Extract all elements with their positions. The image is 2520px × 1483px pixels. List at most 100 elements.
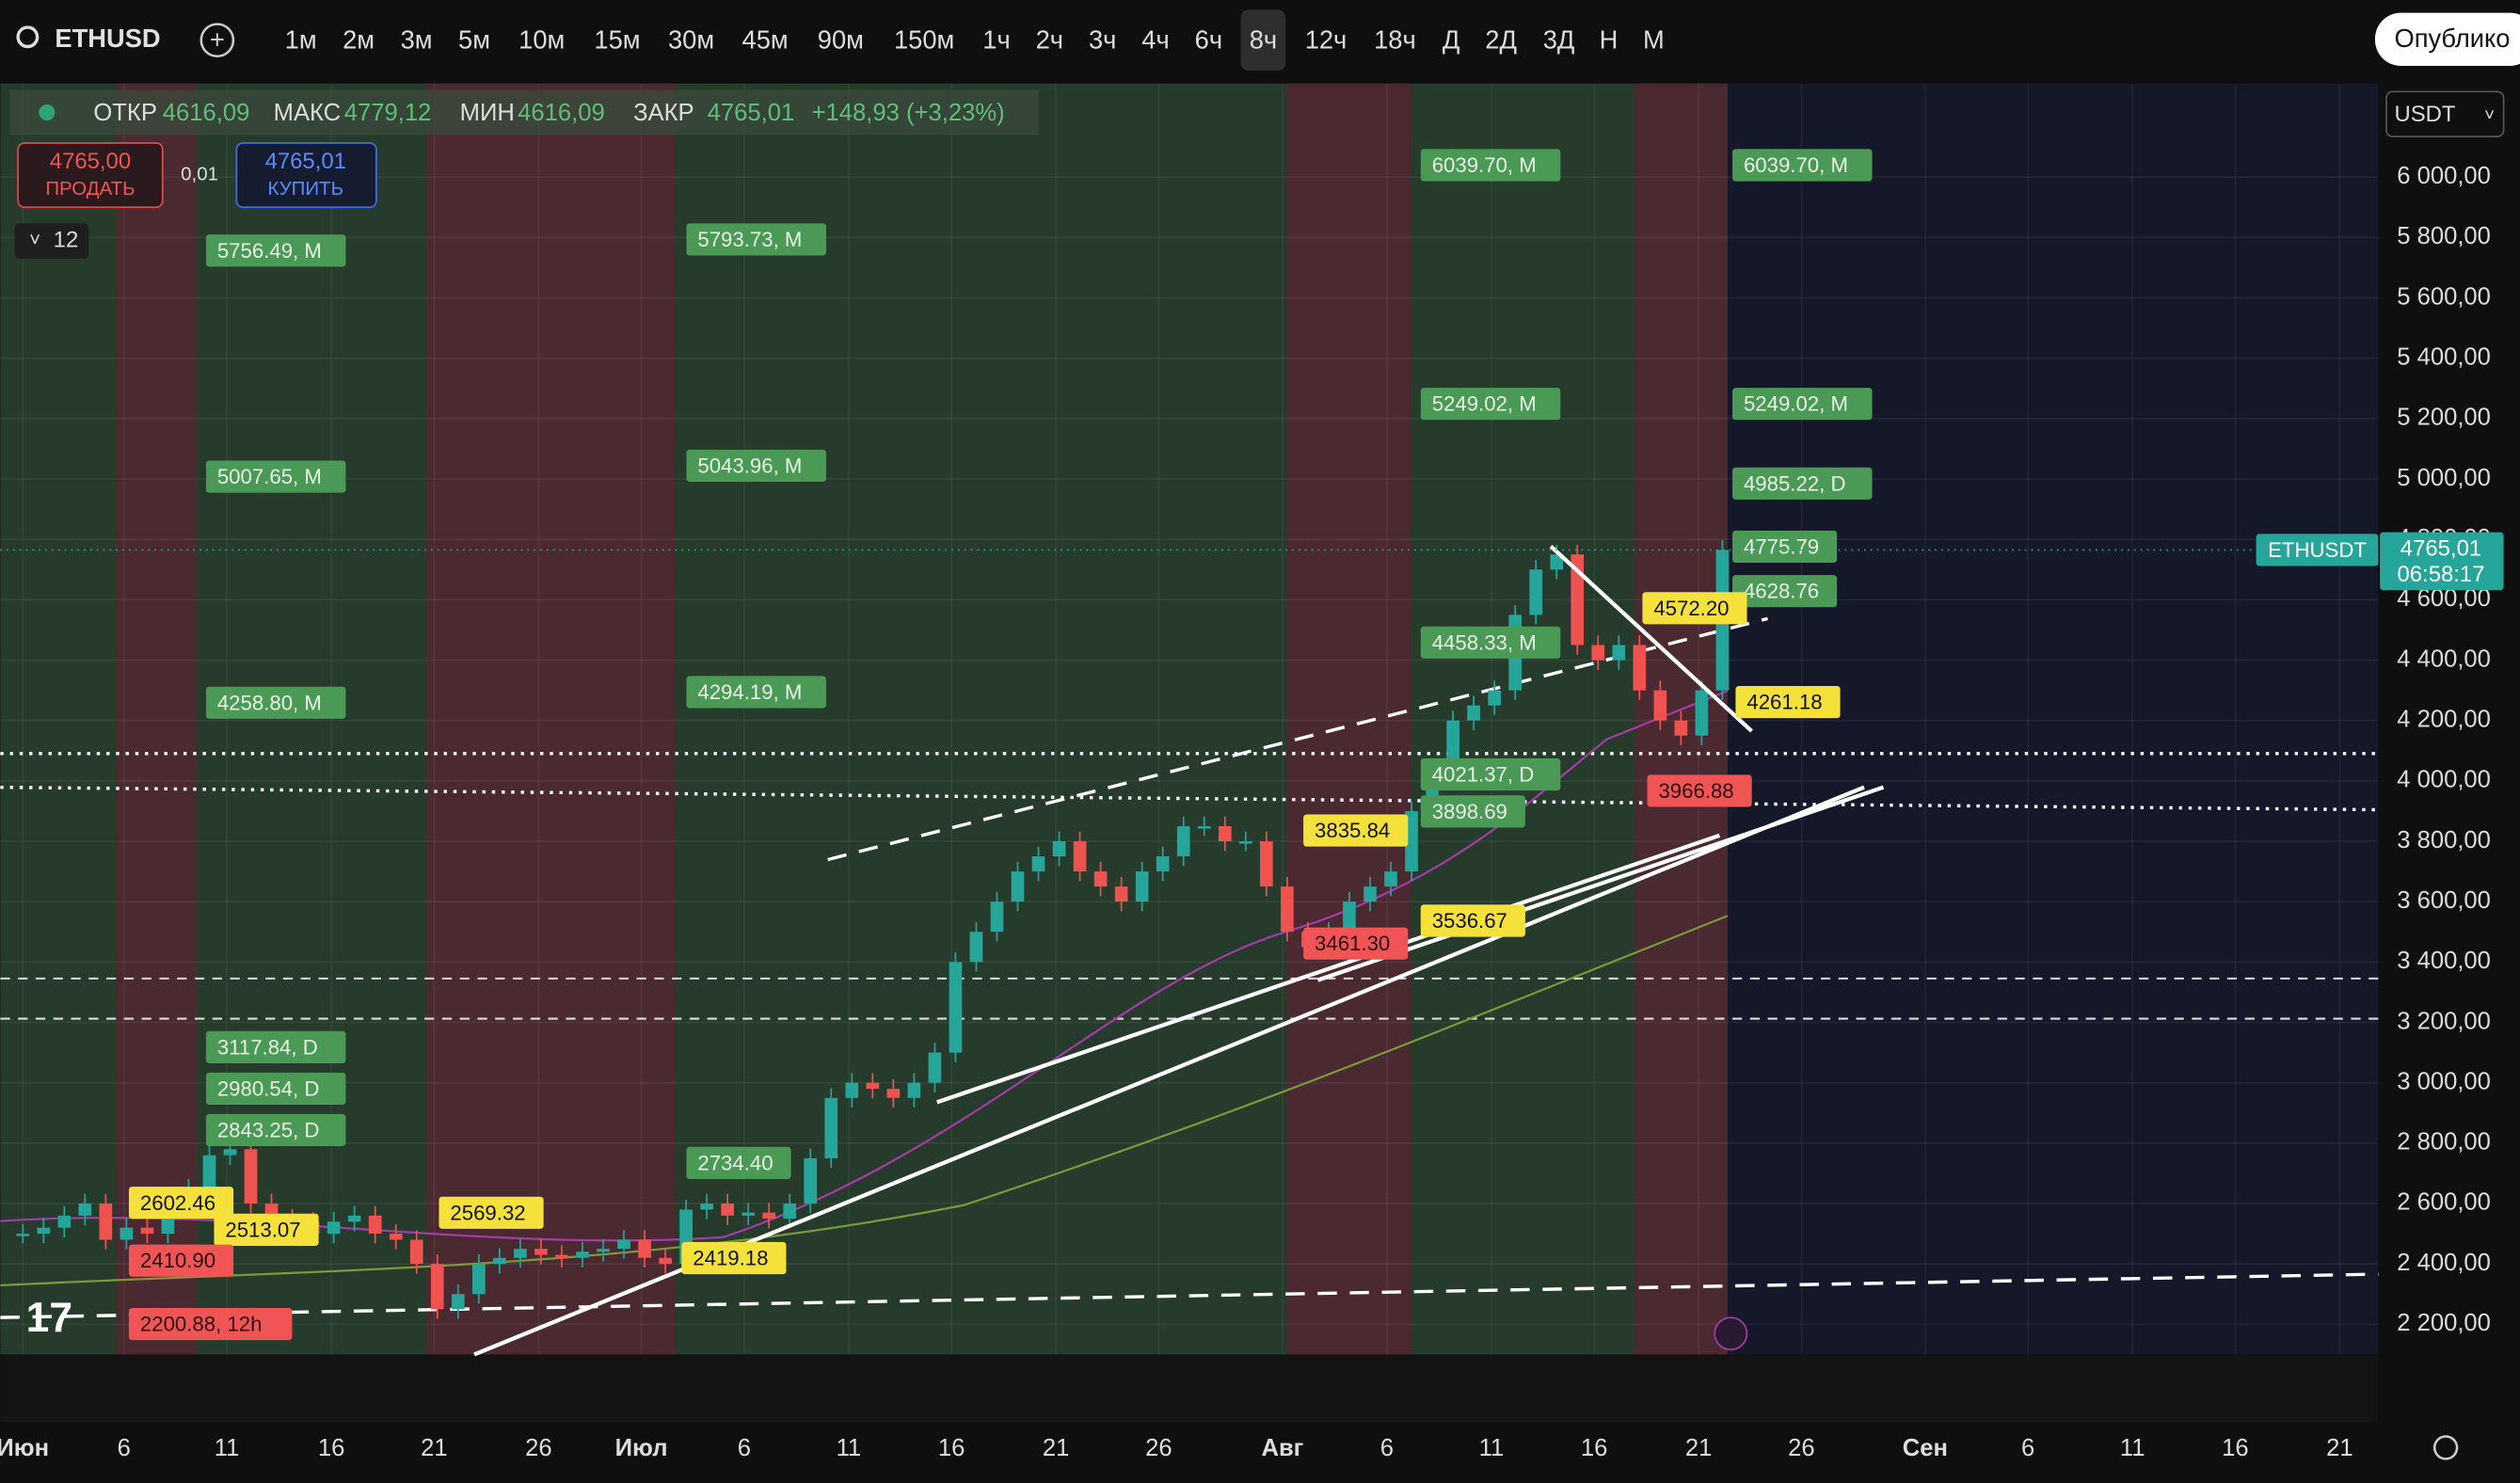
interval[interactable]: 1ч <box>982 25 1010 55</box>
candle <box>471 1264 486 1295</box>
search-icon[interactable] <box>16 25 40 49</box>
indicator-count[interactable]: 12 <box>54 227 79 252</box>
settings-icon[interactable] <box>2432 1435 2459 1460</box>
interval[interactable]: 3Д <box>1543 25 1575 55</box>
candle <box>1114 886 1128 902</box>
candle <box>57 1215 72 1228</box>
interval[interactable]: 18ч <box>1374 25 1416 55</box>
interval[interactable]: 8ч <box>1250 25 1277 55</box>
candle <box>783 1203 797 1220</box>
level-label: 4294.19, M <box>697 680 802 704</box>
currency[interactable]: USDT <box>2394 102 2455 127</box>
candle <box>327 1221 341 1235</box>
ohlc-bar <box>9 89 1039 136</box>
buy-label[interactable]: КУПИТЬ <box>267 178 343 199</box>
last-price-label: 4765,01 <box>2400 536 2481 562</box>
level-tag <box>1647 774 1752 807</box>
level-tag <box>1303 927 1409 960</box>
currency-select[interactable] <box>2385 90 2505 137</box>
buy-price[interactable]: 4765,01 <box>265 149 346 174</box>
candle <box>1176 825 1190 857</box>
interval[interactable]: 2ч <box>1036 25 1063 55</box>
candle <box>347 1215 361 1222</box>
publish-button[interactable] <box>2374 12 2520 66</box>
level-label: 3117.84, D <box>217 1035 318 1059</box>
sell-button[interactable] <box>17 142 164 209</box>
future-zone <box>1727 83 2379 1355</box>
candle <box>1260 841 1273 887</box>
interval[interactable]: 3ч <box>1089 25 1116 55</box>
interval[interactable]: 30м <box>668 25 714 55</box>
sell-label[interactable]: ПРОДАТЬ <box>45 178 135 199</box>
x-tick-label: 16 <box>938 1435 965 1461</box>
interval[interactable]: 4ч <box>1141 25 1169 55</box>
candle <box>576 1252 589 1258</box>
interval[interactable]: 3м <box>401 25 433 55</box>
candle <box>244 1149 258 1204</box>
interval[interactable]: 12ч <box>1305 25 1348 55</box>
symbol-badge-label: ETHUSDT <box>2268 538 2367 562</box>
y-tick-label: 2 200,00 <box>2397 1310 2491 1336</box>
interval[interactable]: 1м <box>285 25 317 55</box>
level-tag <box>439 1196 544 1229</box>
interval[interactable]: М <box>1643 25 1665 55</box>
interval[interactable]: Н <box>1600 25 1619 55</box>
candle <box>1488 690 1501 706</box>
interval[interactable]: 2м <box>343 25 375 55</box>
level-label: 2419.18 <box>693 1247 768 1270</box>
interval[interactable]: 90м <box>818 25 864 55</box>
level-label: 5249.02, M <box>1432 392 1537 416</box>
level-tag <box>1420 795 1525 828</box>
level-tag <box>1303 814 1409 847</box>
symbol-badge <box>2256 534 2379 566</box>
candle <box>1571 554 1585 646</box>
candle <box>1653 690 1667 721</box>
buy-button[interactable] <box>235 142 377 209</box>
y-tick-label: 2 600,00 <box>2397 1189 2491 1216</box>
interval[interactable]: 15м <box>594 25 640 55</box>
add-symbol[interactable] <box>199 23 235 58</box>
candle <box>1135 871 1149 902</box>
candle <box>700 1203 713 1210</box>
x-tick-label: 21 <box>1043 1435 1070 1461</box>
y-tick-label: 3 800,00 <box>2397 827 2491 853</box>
interval[interactable]: 2Д <box>1485 25 1517 55</box>
y-tick-label: 5 000,00 <box>2397 465 2491 491</box>
level-tag <box>214 1213 319 1246</box>
candle <box>1281 886 1294 933</box>
interval[interactable]: Д <box>1443 25 1460 55</box>
x-tick-label: 16 <box>2222 1435 2249 1461</box>
interval[interactable]: 150м <box>894 25 954 55</box>
candle <box>37 1227 51 1235</box>
y-tick-label: 2 800,00 <box>2397 1129 2491 1156</box>
level-label: 3898.69 <box>1432 800 1507 823</box>
y-tick-label: 2 400,00 <box>2397 1250 2491 1276</box>
level-label: 3536.67 <box>1432 909 1507 933</box>
sell-price[interactable]: 4765,00 <box>50 149 131 174</box>
alert-icon[interactable] <box>1714 1316 1748 1351</box>
candle <box>742 1212 755 1216</box>
candle <box>1633 645 1647 691</box>
candle <box>1011 871 1025 902</box>
interval[interactable]: 10м <box>518 25 565 55</box>
interval[interactable]: 6ч <box>1195 25 1222 55</box>
indicators-toggle[interactable] <box>14 223 89 259</box>
level-tag <box>1420 904 1525 937</box>
publish-label[interactable]: Опублико <box>2394 24 2510 53</box>
trend-line <box>1549 544 1753 733</box>
level-tag <box>681 1241 787 1275</box>
add-icon: + <box>210 25 225 55</box>
interval[interactable]: 5м <box>458 25 490 55</box>
y-tick-label: 4 000,00 <box>2397 767 2491 793</box>
symbol[interactable]: ETHUSD <box>55 24 160 53</box>
candle <box>202 1155 216 1188</box>
candle <box>1384 871 1397 887</box>
interval[interactable]: 45м <box>742 25 789 55</box>
x-tick-label: Авг <box>1261 1435 1303 1461</box>
ohlc-close: 4765,01 <box>708 100 795 126</box>
x-tick-label: 6 <box>2021 1435 2034 1461</box>
x-tick-label: Сен <box>1903 1435 1948 1461</box>
x-tick-label: 16 <box>1581 1435 1608 1461</box>
trend-line <box>827 616 1768 862</box>
